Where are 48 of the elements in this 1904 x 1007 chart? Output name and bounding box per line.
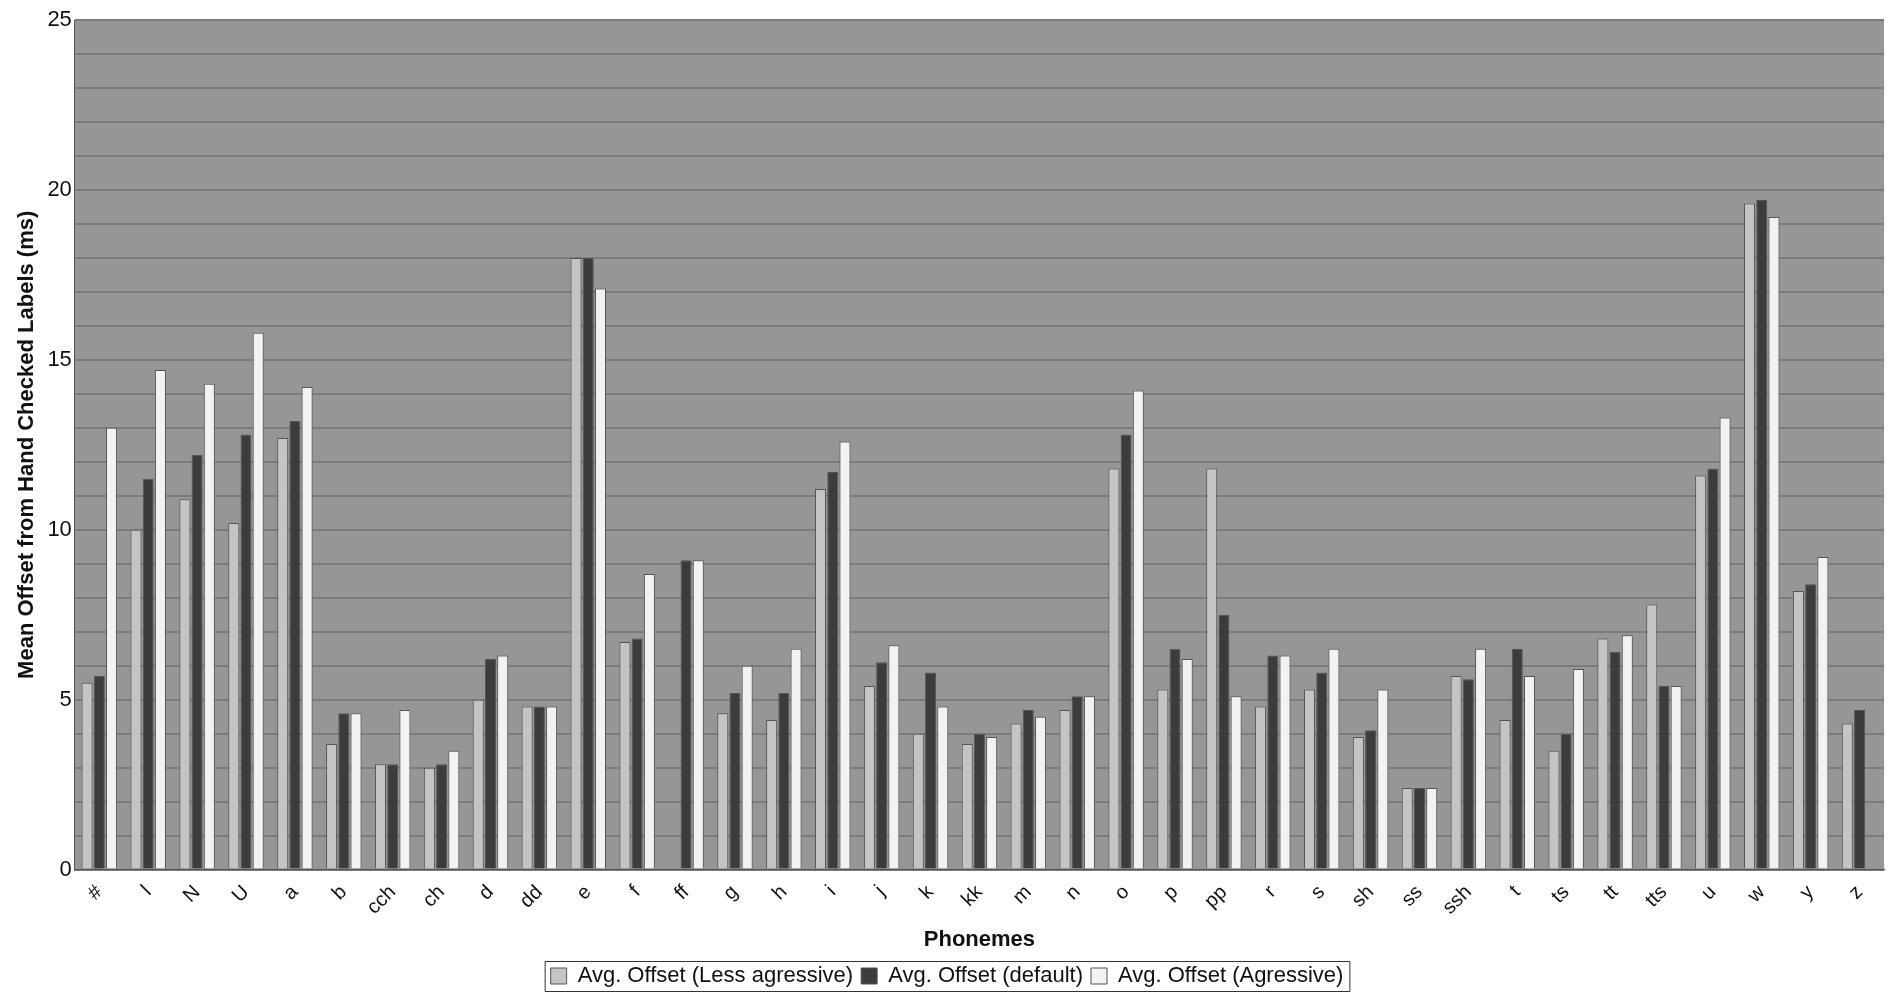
legend-label: Avg. Offset (Less agressive)	[577, 962, 854, 988]
x-tick-label: s	[1305, 880, 1329, 903]
x-tick-label: l	[136, 880, 155, 899]
x-tick-label: N	[178, 880, 204, 907]
x-tick-label: tts	[1640, 880, 1671, 911]
x-tick-label: r	[1259, 880, 1280, 901]
x-tick-label: tt	[1598, 879, 1623, 904]
y-tick-label: 10	[47, 515, 72, 541]
x-tick-label: k	[914, 879, 938, 903]
x-tick-label: n	[1060, 880, 1084, 904]
x-tick-label: dd	[514, 880, 547, 912]
x-tick-label: y	[1794, 880, 1818, 903]
legend-label: Avg. Offset (default)	[888, 962, 1083, 988]
x-tick-label: ss	[1396, 880, 1427, 910]
x-tick-label: ssh	[1437, 880, 1476, 918]
x-tick-label: m	[1007, 880, 1036, 908]
x-tick-label: ch	[417, 880, 449, 911]
y-tick-label: 15	[47, 345, 72, 371]
x-tick-label: h	[767, 880, 791, 904]
x-tick-label: b	[327, 880, 351, 904]
x-tick-label: ff	[669, 879, 694, 904]
x-tick-label: #	[82, 879, 107, 904]
legend-label: Avg. Offset (Agressive)	[1117, 962, 1344, 988]
x-tick-label: z	[1843, 880, 1867, 903]
x-tick-label: p	[1158, 880, 1182, 904]
x-tick-label: j	[868, 880, 889, 900]
x-tick-label: u	[1696, 880, 1720, 904]
x-tick-label: kk	[956, 879, 987, 910]
x-tick-label: sh	[1346, 880, 1378, 911]
x-axis-title: Phonemes	[923, 925, 1036, 951]
x-tick-label: cch	[361, 880, 400, 918]
y-tick-label: 0	[59, 855, 72, 881]
x-tick-label: U	[226, 880, 253, 907]
x-tick-label: e	[571, 880, 595, 904]
x-tick-label: a	[278, 879, 303, 904]
x-tick-label: ts	[1546, 880, 1573, 907]
x-tick-label: w	[1742, 879, 1769, 907]
x-tick-label: i	[820, 880, 840, 899]
x-tick-label: g	[718, 880, 742, 904]
y-tick-label: 25	[47, 6, 72, 32]
x-tick-label: d	[473, 880, 498, 904]
x-tick-label: o	[1109, 880, 1133, 904]
y-tick-label: 20	[47, 175, 72, 201]
y-axis-title: Mean Offset from Hand Checked Labels (ms)	[13, 210, 39, 679]
x-tick-label: t	[1504, 879, 1525, 900]
x-tick-label: pp	[1199, 880, 1231, 912]
x-tick-label: f	[624, 879, 645, 900]
y-tick-label: 5	[59, 685, 72, 711]
